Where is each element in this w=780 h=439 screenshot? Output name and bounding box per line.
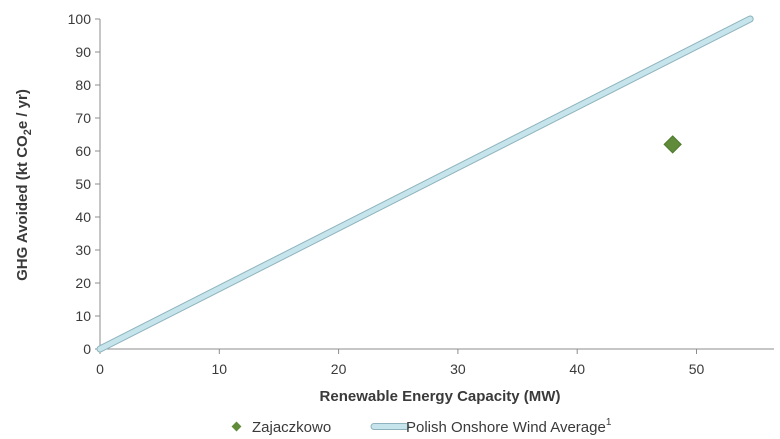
legend-item-polish-average: Polish Onshore Wind Average1 bbox=[370, 417, 612, 436]
y-tick-label: 90 bbox=[75, 44, 91, 60]
legend-marker-zajaczkowo bbox=[231, 421, 242, 432]
y-tick-label: 30 bbox=[75, 242, 91, 258]
x-tick-label: 20 bbox=[331, 361, 347, 377]
x-tick-label: 0 bbox=[96, 361, 104, 377]
series-layer bbox=[96, 15, 754, 353]
x-tick-label: 40 bbox=[569, 361, 585, 377]
y-tick-label: 100 bbox=[68, 11, 92, 27]
y-tick-label: 0 bbox=[83, 341, 91, 357]
y-tick-label: 50 bbox=[75, 176, 91, 192]
legend: Zajaczkowo Polish Onshore Wind Average1 bbox=[231, 417, 612, 436]
legend-item-zajaczkowo: Zajaczkowo bbox=[231, 419, 331, 436]
y-tick-label: 70 bbox=[75, 110, 91, 126]
legend-label-zajaczkowo: Zajaczkowo bbox=[252, 419, 331, 436]
y-axis-title: GHG Avoided (kt CO2e / yr) bbox=[14, 89, 34, 281]
series-line-polish-average bbox=[97, 16, 753, 352]
x-tick-label: 10 bbox=[212, 361, 228, 377]
legend-label-polish-average: Polish Onshore Wind Average1 bbox=[406, 417, 612, 436]
y-tick-label: 80 bbox=[75, 77, 91, 93]
y-tick-label: 10 bbox=[75, 308, 91, 324]
x-tick-label: 30 bbox=[450, 361, 466, 377]
data-point-zajaczkowo bbox=[663, 135, 682, 154]
y-ticks: 0 10 20 30 40 50 60 70 80 90 100 bbox=[68, 11, 100, 357]
y-tick-label: 60 bbox=[75, 143, 91, 159]
x-axis-title: Renewable Energy Capacity (MW) bbox=[320, 388, 561, 405]
y-tick-label: 20 bbox=[75, 275, 91, 291]
x-ticks: 0 10 20 30 40 50 bbox=[96, 349, 704, 377]
y-tick-label: 40 bbox=[75, 209, 91, 225]
x-tick-label: 50 bbox=[689, 361, 705, 377]
